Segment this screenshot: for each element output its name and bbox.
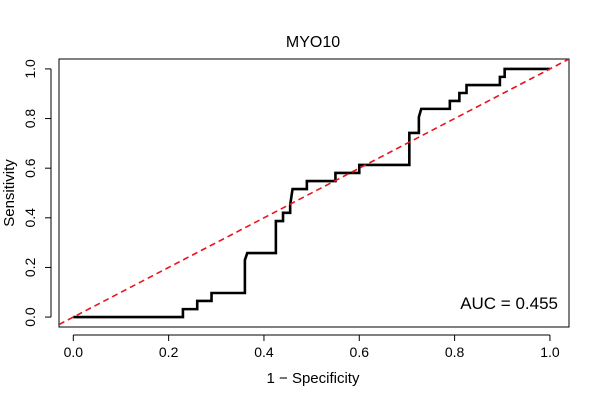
reference-diagonal-line bbox=[59, 59, 569, 326]
x-tick-label: 0.2 bbox=[159, 344, 179, 360]
x-axis-label: 1 − Specificity bbox=[267, 370, 360, 387]
x-tick-label: 0.4 bbox=[254, 344, 274, 360]
x-tick-label: 1.0 bbox=[540, 344, 560, 360]
y-tick-label: 0.6 bbox=[22, 158, 38, 178]
x-tick-label: 0.8 bbox=[445, 344, 465, 360]
x-tick-label: 0.6 bbox=[350, 344, 370, 360]
y-axis-label: Sensitivity bbox=[1, 159, 18, 227]
y-tick-label: 0.2 bbox=[22, 258, 38, 278]
auc-annotation: AUC = 0.455 bbox=[460, 294, 558, 313]
x-tick-label: 0.0 bbox=[64, 344, 84, 360]
plot-frame bbox=[58, 58, 570, 328]
y-tick-label: 0.8 bbox=[22, 109, 38, 129]
y-tick-label: 0.4 bbox=[22, 208, 38, 228]
plot-area: 0.0 0.2 0.4 0.6 0.8 1.0 0.0 0.2 0.4 0.6 0.8 1.0 bbox=[22, 58, 570, 360]
y-tick-label: 0.0 bbox=[22, 307, 38, 327]
chart-title: MYO10 bbox=[286, 34, 340, 51]
y-tick-label: 1.0 bbox=[22, 59, 38, 79]
